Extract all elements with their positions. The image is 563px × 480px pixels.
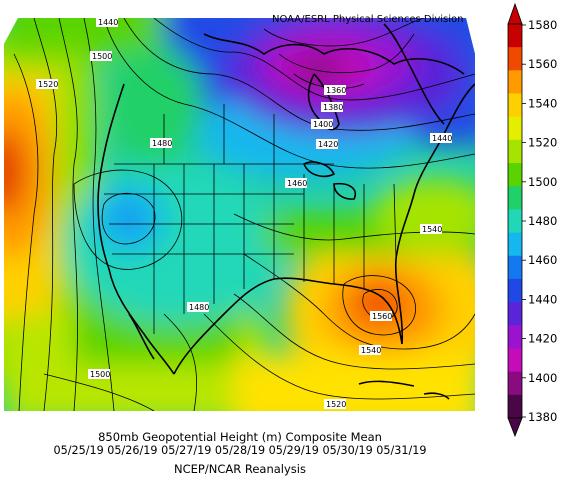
colorbar-segment bbox=[508, 116, 522, 141]
contour-label: 1520 bbox=[326, 400, 346, 409]
colorbar: 1580 1560 1540 1520 1500 1480 1460 1440 1420 1400… bbox=[507, 2, 557, 438]
colorbar-label: 1480 bbox=[528, 214, 557, 228]
colorbar-segment bbox=[508, 209, 522, 234]
height-field-map: 1440 1500 1520 1360 1380 1400 1420 1440 … bbox=[4, 17, 475, 411]
contour-label: 1380 bbox=[323, 103, 343, 112]
contour-label: 1440 bbox=[432, 134, 452, 143]
contour-label: 1360 bbox=[326, 86, 346, 95]
colorbar-label: 1580 bbox=[528, 18, 557, 32]
colorbar-label: 1560 bbox=[528, 57, 557, 71]
colorbar-top-arrow bbox=[507, 2, 523, 25]
colorbar-label: 1500 bbox=[528, 175, 557, 189]
contour-label: 1420 bbox=[318, 140, 338, 149]
coastlines bbox=[97, 23, 475, 400]
contour-label: 1480 bbox=[152, 139, 172, 148]
colorbar-segment bbox=[508, 371, 522, 396]
contour-label: 1460 bbox=[287, 179, 307, 188]
contour-label: 1520 bbox=[38, 80, 58, 89]
colorbar-segment bbox=[508, 302, 522, 326]
colorbar-label: 1520 bbox=[528, 136, 557, 150]
colorbar-segment bbox=[508, 278, 522, 303]
colorbar-segment bbox=[508, 163, 522, 187]
colorbar-label: 1460 bbox=[528, 253, 557, 267]
color-fill-layer bbox=[4, 18, 475, 411]
colorbar-bottom-arrow bbox=[507, 417, 523, 438]
colorbar-segment bbox=[508, 186, 522, 210]
source-credit: NOAA/ESRL Physical Sciences Division bbox=[272, 14, 464, 25]
contour-label: 1400 bbox=[313, 120, 333, 129]
map-panel: 1440 1500 1520 1360 1380 1400 1420 1440 … bbox=[4, 14, 475, 411]
colorbar-segment bbox=[508, 93, 522, 118]
colorbar-segment bbox=[508, 232, 522, 257]
colorbar-segment bbox=[508, 348, 522, 373]
contour-label: 1540 bbox=[361, 346, 381, 355]
contour-lines bbox=[13, 18, 475, 411]
contour-label: 1500 bbox=[90, 370, 110, 379]
political-boundaries bbox=[104, 104, 397, 334]
colorbar-labels: 1580 1560 1540 1520 1500 1480 1460 1440 1420 1400… bbox=[522, 18, 557, 424]
colorbar-segment bbox=[508, 24, 522, 48]
attribution: NCEP/NCAR Reanalysis bbox=[174, 462, 306, 476]
colorbar-segments bbox=[507, 2, 523, 438]
colorbar-label: 1380 bbox=[528, 410, 557, 424]
contour-label: 1560 bbox=[372, 312, 392, 321]
map-title: 850mb Geopotential Height (m) Composite … bbox=[98, 430, 382, 444]
colorbar-segment bbox=[508, 139, 522, 164]
contour-label: 1540 bbox=[422, 225, 442, 234]
contour-label: 1500 bbox=[92, 52, 112, 61]
colorbar-segment bbox=[508, 47, 522, 71]
colorbar-label: 1540 bbox=[528, 96, 557, 110]
colorbar-label: 1400 bbox=[528, 371, 557, 385]
colorbar-label: 1420 bbox=[528, 332, 557, 346]
contour-labels: 1440 1500 1520 1360 1380 1400 1420 1440 … bbox=[36, 17, 452, 409]
colorbar-segment bbox=[508, 394, 522, 419]
contour-label: 1480 bbox=[189, 303, 209, 312]
colorbar-segment bbox=[508, 325, 522, 349]
date-range: 05/25/19 05/26/19 05/27/19 05/28/19 05/2… bbox=[53, 444, 427, 457]
colorbar-segment bbox=[508, 255, 522, 280]
colorbar-segment bbox=[508, 70, 522, 95]
colorbar-label: 1440 bbox=[528, 292, 557, 306]
contour-label: 1440 bbox=[98, 18, 118, 27]
